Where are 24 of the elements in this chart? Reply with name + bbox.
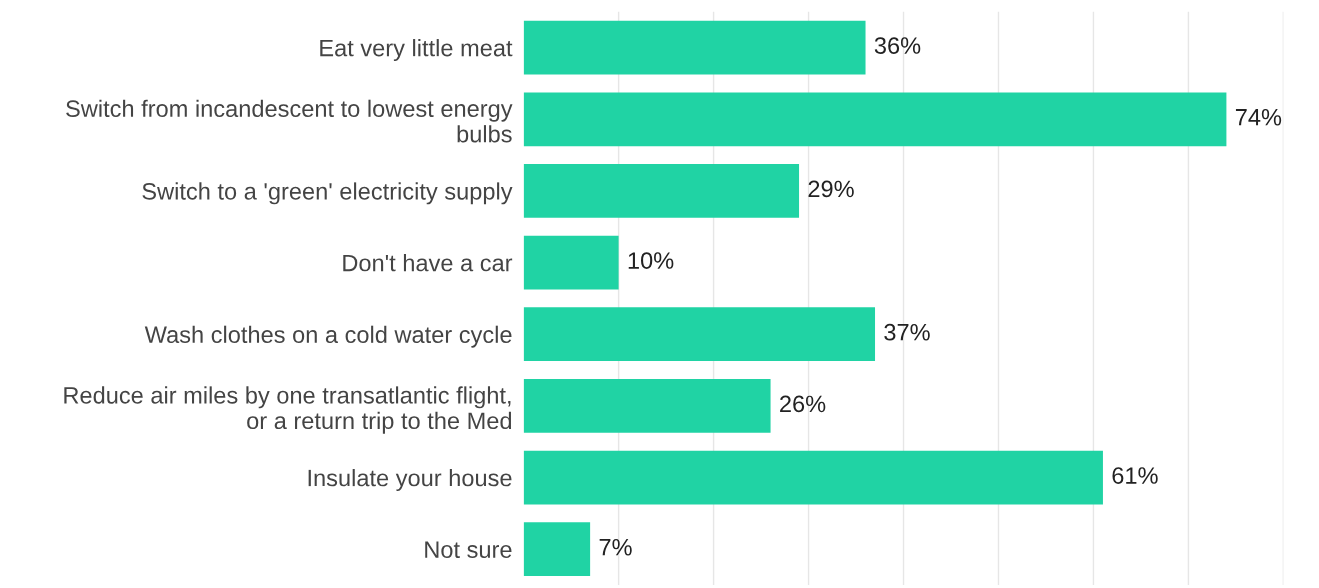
y-tick-label: Insulate your house — [308, 469, 512, 492]
bar — [523, 235, 619, 290]
y-tick-label: Reduce air miles by one transatlantic flight, or a return trip to the Med — [64, 386, 512, 434]
data-label: 74% — [1235, 108, 1282, 126]
bar — [523, 20, 866, 75]
data-label: 10% — [628, 252, 674, 269]
data-label: 7% — [599, 538, 632, 556]
bar — [523, 307, 876, 362]
y-tick-label: Wash clothes on a cold water cycle — [144, 325, 512, 348]
bar — [523, 164, 800, 218]
bar — [523, 522, 591, 577]
y-tick-label: Eat very little meat — [320, 39, 513, 62]
data-label: 26% — [780, 395, 826, 413]
y-tick-label: Switch to a 'green' electricity supply — [142, 182, 513, 205]
y-tick-label: Switch from incandescent to lowest energy bulbs — [66, 99, 513, 143]
bar — [523, 379, 771, 433]
data-label: 36% — [874, 37, 921, 54]
data-label: 29% — [808, 180, 854, 198]
y-tick-label: Not sure — [425, 541, 512, 559]
data-label: 37% — [884, 323, 930, 341]
bar — [523, 92, 1227, 147]
bar — [523, 450, 1103, 505]
y-tick-label: Don't have a car — [343, 254, 513, 272]
data-label: 61% — [1112, 467, 1158, 484]
